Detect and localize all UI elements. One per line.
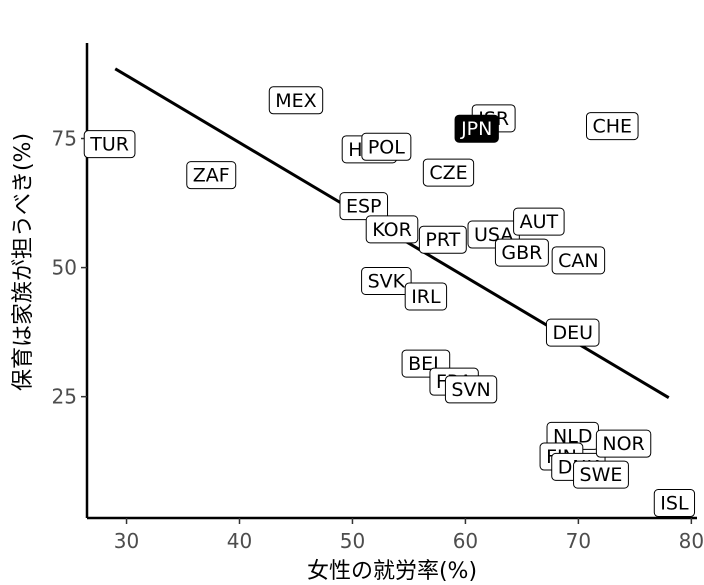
point-label-box xyxy=(404,282,448,311)
data-point-swe: SWE xyxy=(573,460,629,489)
point-label-box xyxy=(653,489,696,518)
data-point-isl: ISL xyxy=(653,489,696,518)
point-label-box xyxy=(545,318,600,347)
x-tick-label: 80 xyxy=(679,529,704,553)
point-label-box xyxy=(595,429,652,458)
y-axis-title: 保育は家族が担うべき(%) xyxy=(11,133,36,391)
data-point-prt: PRT xyxy=(418,225,467,254)
point-label-box xyxy=(494,238,549,267)
point-label-box xyxy=(365,215,419,244)
data-point-tur: TUR xyxy=(83,130,136,159)
data-point-aut: AUT xyxy=(513,207,565,236)
point-label: ZAF xyxy=(193,165,230,187)
data-point-gbr: GBR xyxy=(494,238,549,267)
point-label: SVN xyxy=(451,379,490,401)
data-point-can: CAN xyxy=(551,246,606,275)
x-tick-label: 30 xyxy=(114,529,139,553)
point-label: NOR xyxy=(602,433,644,455)
point-label-box xyxy=(585,112,639,141)
data-point-esp: ESP xyxy=(339,192,389,221)
data-point-deu: DEU xyxy=(545,318,600,347)
data-point-che: CHE xyxy=(585,112,639,141)
point-label-box xyxy=(361,132,412,161)
data-point-kor: KOR xyxy=(365,215,419,244)
point-label: CAN xyxy=(558,250,598,272)
point-label: JPN xyxy=(460,118,492,140)
point-label: MEX xyxy=(275,90,316,112)
point-label-box xyxy=(83,130,136,159)
point-label-box xyxy=(422,158,475,187)
point-label: CZE xyxy=(429,162,467,184)
point-label: SWE xyxy=(580,464,623,486)
data-point-svk: SVK xyxy=(361,267,412,295)
y-tick-label: 25 xyxy=(52,385,77,409)
point-label: ESP xyxy=(346,196,382,218)
data-point-jpn: JPN xyxy=(454,114,499,143)
point-label-box xyxy=(551,246,606,275)
point-label-box xyxy=(513,207,565,236)
x-axis-title: 女性の就労率(%) xyxy=(307,559,477,584)
point-label-box xyxy=(361,267,412,295)
x-tick-label: 50 xyxy=(340,529,365,553)
x-tick-label: 60 xyxy=(453,529,478,553)
point-label: TUR xyxy=(89,134,129,156)
data-point-pol: POL xyxy=(361,132,412,161)
ticks: 30 40 50 60 70 80 25 50 75 xyxy=(52,127,704,553)
data-point-svn: SVN xyxy=(444,375,498,404)
axes xyxy=(85,43,697,520)
point-label: NLD xyxy=(553,425,592,447)
point-label: KOR xyxy=(372,219,412,241)
y-tick-label: 75 xyxy=(52,127,77,151)
data-point-irl: IRL xyxy=(404,282,448,311)
data-point-nor: NOR xyxy=(595,429,652,458)
points-group: TURZAFMEXHUNPOLISRJPNCHECZEESPKORPRTUSAA… xyxy=(83,86,696,518)
point-label-box xyxy=(418,225,467,254)
point-label: AUT xyxy=(520,211,559,233)
data-point-zaf: ZAF xyxy=(186,161,237,190)
point-label-box xyxy=(573,460,629,489)
point-label-box xyxy=(186,161,237,190)
point-label: DEU xyxy=(552,322,593,344)
point-label-box xyxy=(339,192,389,221)
point-label: POL xyxy=(368,136,405,158)
x-tick-label: 40 xyxy=(227,529,252,553)
point-label: CHE xyxy=(592,116,632,138)
x-tick-label: 70 xyxy=(566,529,591,553)
data-point-mex: MEX xyxy=(268,86,324,115)
y-tick-label: 50 xyxy=(52,256,77,280)
point-label-box xyxy=(268,86,324,115)
point-label: GBR xyxy=(501,242,542,264)
point-label: IRL xyxy=(411,286,441,308)
data-point-cze: CZE xyxy=(422,158,475,187)
point-label: SVK xyxy=(368,271,406,293)
point-label: ISL xyxy=(660,493,689,515)
point-label-box xyxy=(454,114,499,143)
point-label-box xyxy=(444,375,498,404)
point-label: PRT xyxy=(425,229,460,251)
